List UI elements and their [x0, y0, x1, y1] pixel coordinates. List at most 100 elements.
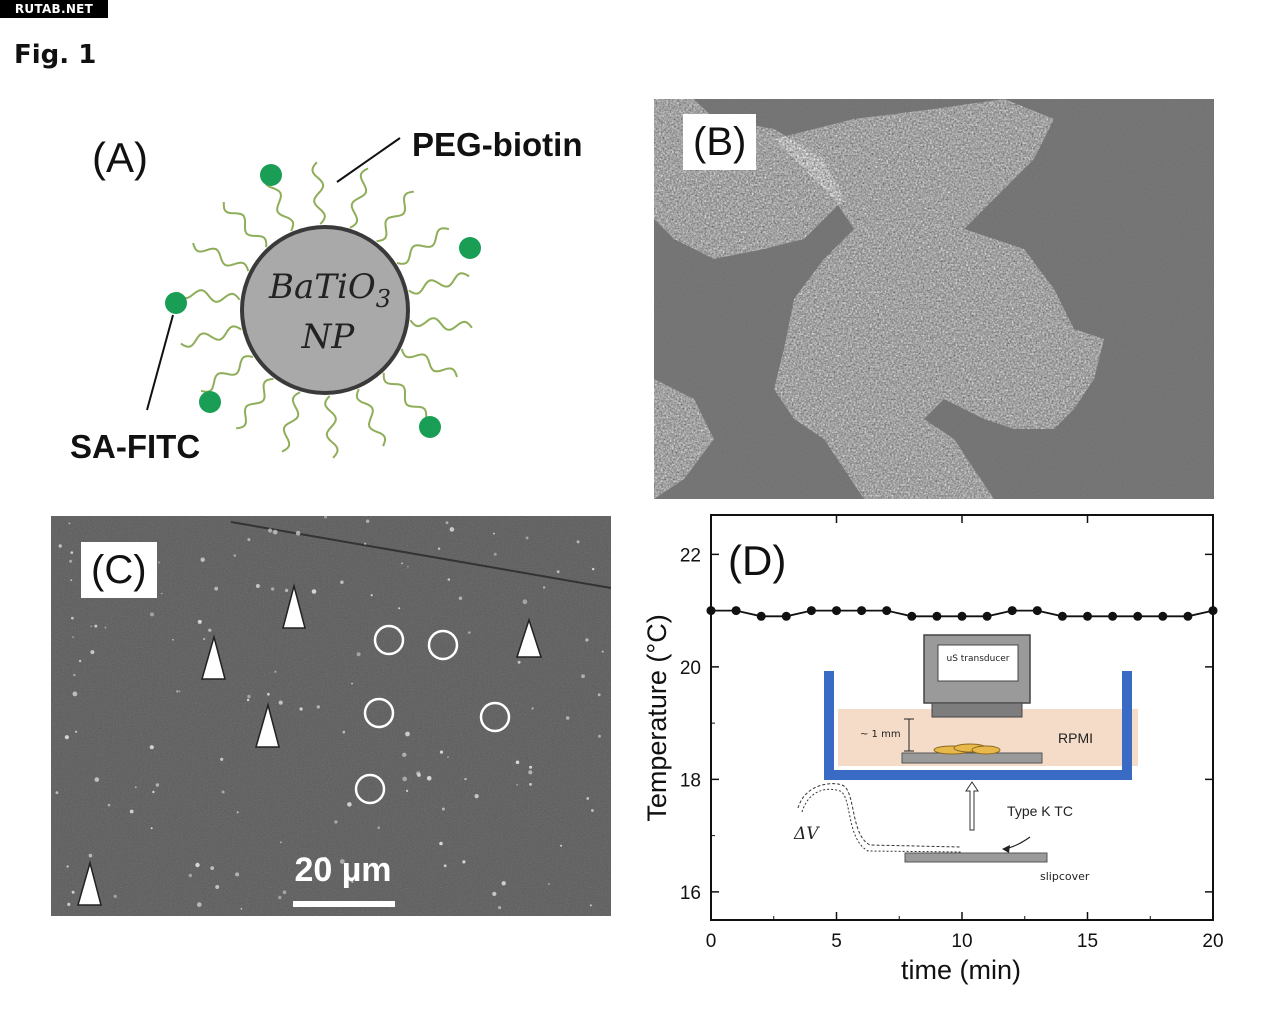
- x-tick-label: 10: [951, 931, 972, 952]
- particle-speck: [71, 616, 74, 620]
- particle-speck: [203, 637, 206, 641]
- particle-speck: [449, 527, 455, 532]
- data-point: [957, 611, 967, 621]
- particle-speck: [501, 881, 506, 886]
- particle-speck: [94, 777, 100, 782]
- particle-speck: [208, 628, 212, 632]
- panel-c-label: (C): [81, 542, 157, 598]
- particle-speck: [172, 639, 174, 641]
- particle-speck: [220, 757, 224, 761]
- particle-speck: [134, 786, 137, 789]
- particle-speck: [113, 894, 117, 899]
- rpmi-label: RPMI: [1058, 730, 1093, 746]
- peg-strand: [177, 289, 241, 303]
- particle-speck: [437, 547, 441, 550]
- particle-speck: [556, 570, 560, 574]
- particle-speck: [598, 734, 601, 738]
- particle-speck: [416, 771, 421, 776]
- particle-speck: [340, 580, 344, 584]
- circle-marker: [479, 701, 511, 733]
- particle-speck: [492, 891, 497, 896]
- fitc-dot: [419, 416, 441, 438]
- particle-speck: [528, 770, 533, 775]
- particle-speck: [398, 607, 401, 610]
- particle-speck: [299, 707, 303, 711]
- batio3-core: [240, 225, 410, 395]
- y-axis-label: Temperature (°C): [642, 614, 672, 821]
- transducer-label-box: [937, 644, 1019, 682]
- particle-speck: [195, 862, 200, 868]
- particle-speck: [278, 895, 282, 900]
- data-point: [1133, 611, 1143, 621]
- particle-speck: [246, 698, 250, 702]
- transducer-tip: [931, 702, 1023, 718]
- particle-speck: [70, 551, 74, 554]
- particle-speck: [493, 532, 495, 535]
- peg-strand: [409, 317, 473, 331]
- particle-speck: [464, 777, 467, 781]
- particle-speck: [72, 691, 78, 697]
- particle-speck: [295, 530, 301, 536]
- data-point: [706, 606, 716, 616]
- particle-speck: [271, 587, 275, 591]
- sa-fitc-label: SA-FITC: [70, 428, 200, 465]
- particle-speck: [493, 552, 497, 556]
- data-point: [832, 606, 841, 616]
- particle-speck: [591, 809, 594, 812]
- particle-speck: [366, 519, 370, 523]
- circle-marker: [427, 629, 459, 661]
- particle-speck: [235, 872, 240, 877]
- peg-strand: [222, 202, 268, 248]
- data-point: [1083, 611, 1092, 621]
- particle-speck: [71, 890, 75, 894]
- panel-d-label: (D): [728, 537, 786, 584]
- particle-speck: [458, 596, 463, 600]
- particle-speck: [107, 803, 111, 807]
- particle-speck: [67, 902, 71, 906]
- particle-speck: [255, 584, 260, 588]
- particle-speck: [601, 650, 604, 653]
- particle-speck: [178, 690, 181, 693]
- particle-speck: [447, 756, 449, 758]
- particle-speck: [64, 735, 69, 740]
- particle-speck: [104, 626, 107, 629]
- scale-bar: [293, 901, 395, 907]
- circle-marker: [373, 624, 405, 656]
- particle-speck: [515, 760, 520, 765]
- particle-speck: [474, 794, 479, 799]
- particle-speck: [267, 692, 270, 696]
- particle-speck: [347, 802, 352, 807]
- panel-a-label: (A): [92, 134, 148, 181]
- particle-speck: [405, 731, 410, 737]
- particle-speck: [55, 791, 59, 794]
- particle-speck: [402, 776, 408, 782]
- fitc-dot: [199, 391, 221, 413]
- peg-biotin-label: PEG-biotin: [412, 126, 582, 163]
- axis-ticks: [710, 515, 1214, 920]
- particle-speck: [70, 579, 73, 582]
- core-label-line2: NP: [301, 317, 356, 357]
- delta-v-label: ΔV: [793, 824, 820, 844]
- peg-strand: [376, 190, 414, 243]
- arrowhead-marker: [282, 583, 306, 629]
- peg-strand: [408, 272, 470, 295]
- arrowhead-marker: [255, 702, 280, 748]
- peg-strand: [355, 388, 387, 447]
- particle-speck: [74, 730, 78, 733]
- particle-speck: [351, 682, 353, 685]
- data-point: [932, 611, 942, 621]
- particle-speck: [439, 750, 444, 754]
- particle-speck: [284, 588, 289, 593]
- arrowhead-markers: [77, 583, 543, 906]
- peg-strand: [180, 325, 242, 348]
- particle-speck: [498, 906, 502, 910]
- particle-speck: [221, 790, 225, 794]
- particle-speck: [210, 866, 215, 870]
- particle-speck: [311, 589, 317, 594]
- peg-strand: [396, 227, 450, 265]
- data-point: [1183, 611, 1193, 621]
- circle-marker: [363, 697, 395, 729]
- particle-speck: [402, 752, 407, 757]
- up-arrow: [965, 781, 979, 831]
- particle-speck: [233, 554, 237, 557]
